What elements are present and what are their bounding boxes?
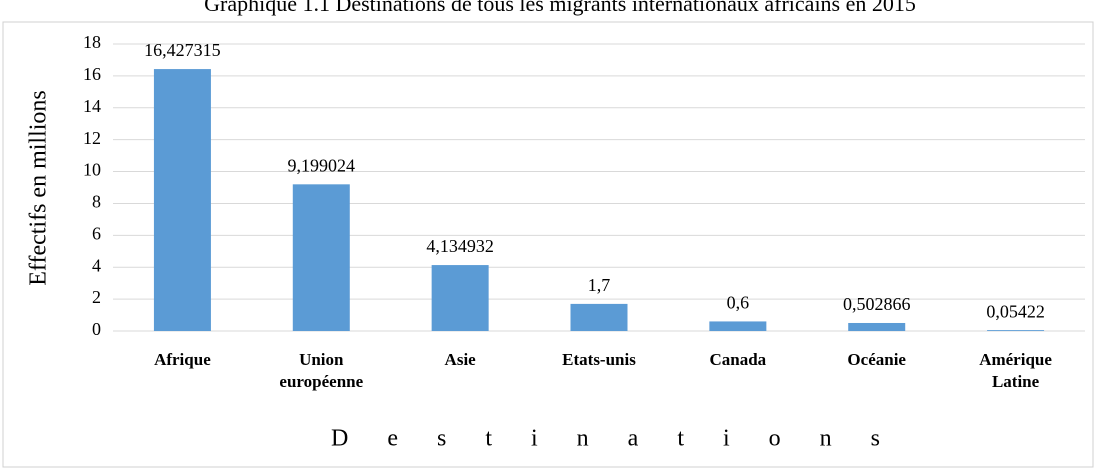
- y-tick-label: 8: [92, 192, 101, 212]
- bar: [848, 322, 906, 331]
- bar: [431, 265, 489, 331]
- y-tick-label: 2: [92, 287, 101, 307]
- value-label: 9,199024: [288, 155, 356, 175]
- y-tick-label: 6: [92, 223, 101, 243]
- y-tick-label: 16: [83, 64, 101, 84]
- x-tick-label: Amérique Latine: [979, 350, 1052, 391]
- x-tick-label: Asie: [444, 350, 476, 369]
- y-tick-label: 10: [83, 160, 101, 180]
- bar: [709, 321, 767, 331]
- value-label: 0,05422: [986, 301, 1045, 321]
- x-tick-label: Union européenne: [279, 350, 364, 391]
- chart-border: [2, 21, 1094, 468]
- value-label: 0,6: [727, 293, 750, 313]
- y-tick-label: 4: [92, 255, 101, 275]
- bar: [153, 69, 211, 331]
- x-axis-label: Destinations: [331, 426, 919, 452]
- x-tick-label: Etats-unis: [562, 350, 636, 369]
- bar: [570, 303, 628, 331]
- y-tick-label: 18: [83, 32, 101, 52]
- value-label: 1,7: [588, 275, 611, 295]
- bar: [292, 184, 350, 331]
- chart-title: Graphique 1.1 Destinations de tous les m…: [204, 0, 916, 16]
- value-label: 4,134932: [426, 236, 494, 256]
- y-tick-label: 0: [92, 319, 101, 339]
- y-axis-label: Effectifs en millions: [26, 90, 52, 286]
- value-label: 16,427315: [144, 40, 221, 60]
- x-tick-label: Afrique: [154, 350, 211, 369]
- x-tick-label: Océanie: [847, 350, 906, 369]
- y-tick-label: 12: [83, 128, 101, 148]
- x-tick-label: Canada: [709, 350, 767, 369]
- value-label: 0,502866: [843, 294, 911, 314]
- bar: [987, 330, 1045, 331]
- y-tick-label: 14: [83, 96, 101, 116]
